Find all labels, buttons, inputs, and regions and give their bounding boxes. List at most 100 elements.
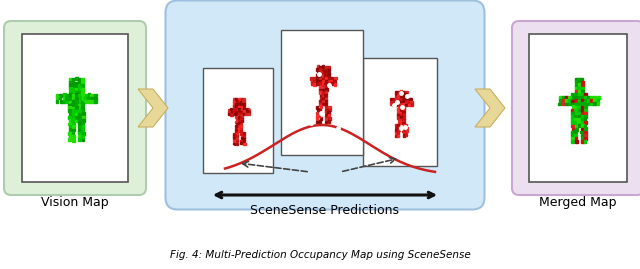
Bar	[328, 106, 331, 109]
Bar	[236, 135, 237, 137]
Bar	[403, 108, 405, 111]
Bar	[395, 93, 397, 95]
Bar	[245, 113, 248, 115]
Bar	[330, 80, 333, 83]
Bar	[397, 114, 399, 116]
Bar	[575, 130, 577, 133]
Bar	[316, 77, 319, 80]
Bar	[68, 106, 71, 109]
Bar	[243, 105, 245, 107]
Bar	[565, 100, 568, 102]
Bar	[571, 137, 574, 140]
Bar	[325, 109, 328, 112]
Bar	[584, 121, 587, 124]
Bar	[238, 118, 241, 120]
Bar	[325, 89, 328, 91]
Bar	[398, 93, 400, 96]
Bar	[78, 135, 81, 138]
Bar	[243, 135, 245, 137]
Bar	[580, 102, 584, 105]
Bar	[238, 116, 241, 118]
Bar	[65, 97, 68, 100]
Bar	[75, 84, 78, 87]
Bar	[328, 80, 331, 83]
Bar	[400, 119, 402, 121]
Bar	[241, 142, 243, 144]
Bar	[400, 114, 402, 116]
Bar	[59, 94, 61, 97]
Bar	[238, 113, 240, 115]
Bar	[234, 133, 236, 135]
Bar	[317, 65, 319, 68]
Bar	[571, 131, 574, 134]
Bar	[56, 100, 58, 103]
Bar	[410, 101, 413, 104]
Bar	[235, 108, 237, 110]
Bar	[241, 108, 243, 110]
Bar	[236, 103, 237, 105]
Bar	[398, 101, 400, 103]
Bar	[321, 69, 324, 72]
Bar	[325, 98, 328, 100]
Bar	[593, 96, 596, 99]
Bar	[76, 119, 78, 122]
Bar	[316, 121, 319, 123]
Bar	[79, 87, 81, 90]
Bar	[328, 109, 330, 111]
Bar	[311, 83, 314, 85]
Bar	[568, 96, 571, 99]
Bar	[395, 135, 397, 137]
Bar	[403, 95, 405, 97]
Bar	[94, 97, 97, 100]
Bar	[75, 91, 77, 94]
Bar	[395, 129, 397, 132]
FancyBboxPatch shape	[166, 1, 484, 210]
Bar	[236, 101, 238, 103]
Bar	[243, 140, 245, 142]
Bar	[392, 100, 395, 102]
Bar	[328, 72, 330, 74]
Bar	[580, 105, 584, 108]
Bar	[400, 103, 402, 106]
Bar	[411, 103, 413, 106]
Bar	[84, 100, 87, 103]
Bar	[90, 94, 93, 97]
Bar	[328, 74, 330, 77]
Bar	[584, 118, 586, 121]
Bar	[236, 125, 237, 127]
Bar	[72, 113, 75, 116]
FancyBboxPatch shape	[22, 34, 128, 182]
Bar	[580, 130, 583, 133]
Bar	[578, 112, 580, 115]
Bar	[403, 130, 404, 132]
Bar	[79, 78, 81, 81]
Bar	[235, 111, 237, 113]
Bar	[81, 109, 84, 112]
Bar	[575, 99, 577, 102]
Bar	[590, 96, 593, 99]
Bar	[94, 100, 97, 102]
Bar	[322, 100, 324, 103]
Bar	[395, 101, 397, 103]
Bar	[580, 93, 583, 96]
Bar	[233, 105, 236, 108]
Bar	[581, 137, 584, 140]
Bar	[228, 109, 230, 111]
Bar	[577, 118, 580, 121]
Bar	[319, 115, 321, 118]
Bar	[572, 96, 574, 99]
Bar	[562, 99, 565, 102]
Bar	[574, 96, 577, 99]
Bar	[577, 102, 580, 105]
Bar	[401, 121, 403, 123]
Bar	[584, 96, 587, 99]
Bar	[324, 86, 327, 88]
Bar	[572, 134, 574, 137]
Bar	[322, 89, 324, 92]
Bar	[72, 116, 75, 119]
Bar	[82, 97, 84, 100]
Bar	[69, 93, 72, 96]
Bar	[72, 139, 75, 141]
Bar	[397, 116, 400, 119]
Bar	[236, 123, 238, 125]
